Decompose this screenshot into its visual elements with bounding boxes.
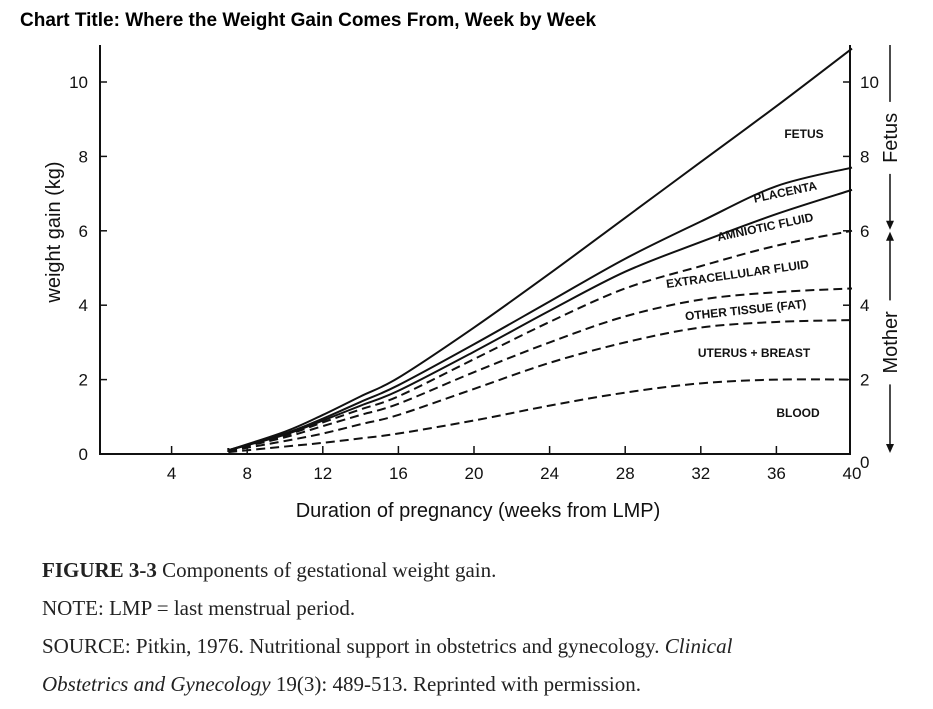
arrow-down-icon — [886, 220, 894, 230]
y-tick-label: 6 — [79, 222, 88, 241]
region-label: UTERUS + BREAST — [698, 346, 811, 360]
y-tick-label: 8 — [79, 147, 88, 166]
series-line-fetus — [227, 47, 853, 452]
source-journal-1: Clinical — [664, 634, 733, 658]
x-tick-label: 36 — [767, 464, 786, 483]
x-tick-label: 40 — [843, 464, 862, 483]
y-axis-label: weight gain (kg) — [43, 161, 65, 303]
x-tick-label: 20 — [465, 464, 484, 483]
figure-caption: FIGURE 3-3 Components of gestational wei… — [42, 558, 496, 583]
arrow-down-icon — [886, 444, 894, 453]
right-y-tick-label: 0 — [860, 453, 869, 472]
source-line-1: SOURCE: Pitkin, 1976. Nutritional suppor… — [42, 634, 732, 659]
annotation-fetus: Fetus — [880, 45, 902, 230]
x-tick-label: 4 — [167, 464, 176, 483]
region-label: BLOOD — [776, 406, 820, 420]
annotation-label: Fetus — [880, 113, 902, 163]
chart-title: Chart Title: Where the Weight Gain Comes… — [20, 10, 597, 31]
y-tick-label: 0 — [79, 445, 88, 464]
x-tick-label: 32 — [691, 464, 710, 483]
figure-label: FIGURE 3-3 — [42, 558, 157, 582]
annotation-label: Mother — [880, 311, 902, 374]
series-line-other-tissue-fat — [228, 287, 853, 452]
series-line-amniotic-fluid — [228, 188, 853, 452]
series-line-blood — [228, 378, 853, 454]
region-label: AMNIOTIC FLUID — [716, 210, 815, 244]
source-prefix: SOURCE: Pitkin, 1976. Nutritional suppor… — [42, 634, 665, 658]
y-tick-label: 2 — [79, 371, 88, 390]
region-label: FETUS — [784, 127, 823, 141]
series-line-extracellular-fluid — [228, 229, 853, 452]
region-label: OTHER TISSUE (FAT) — [684, 297, 807, 324]
region-label: EXTRACELLULAR FLUID — [665, 257, 810, 291]
right-y-tick-label: 8 — [860, 147, 869, 166]
series-line-placenta — [228, 166, 853, 452]
x-tick-label: 12 — [313, 464, 332, 483]
arrow-up-icon — [886, 231, 894, 241]
x-tick-label: 8 — [242, 464, 251, 483]
right-y-tick-label: 2 — [860, 371, 869, 390]
y-tick-label: 4 — [79, 296, 88, 315]
right-y-tick-label: 10 — [860, 73, 879, 92]
series-group — [227, 47, 853, 454]
x-tick-label: 28 — [616, 464, 635, 483]
x-tick-label: 16 — [389, 464, 408, 483]
source-suffix: 19(3): 489-513. Reprinted with permissio… — [270, 672, 641, 696]
annotation-mother: Mother — [880, 231, 902, 453]
source-journal-2: Obstetrics and Gynecology — [42, 672, 271, 696]
right-y-tick-label: 4 — [860, 296, 869, 315]
right-y-tick-label: 6 — [860, 222, 869, 241]
note-text: NOTE: LMP = last menstrual period. — [42, 596, 356, 620]
series-line-uterus-breast — [228, 319, 853, 453]
x-tick-label: 24 — [540, 464, 559, 483]
x-axis-label: Duration of pregnancy (weeks from LMP) — [296, 500, 661, 522]
y-tick-label: 10 — [69, 73, 88, 92]
figure-text: Components of gestational weight gain. — [156, 558, 497, 582]
source-line-2: Obstetrics and Gynecology 19(3): 489-513… — [42, 672, 641, 697]
